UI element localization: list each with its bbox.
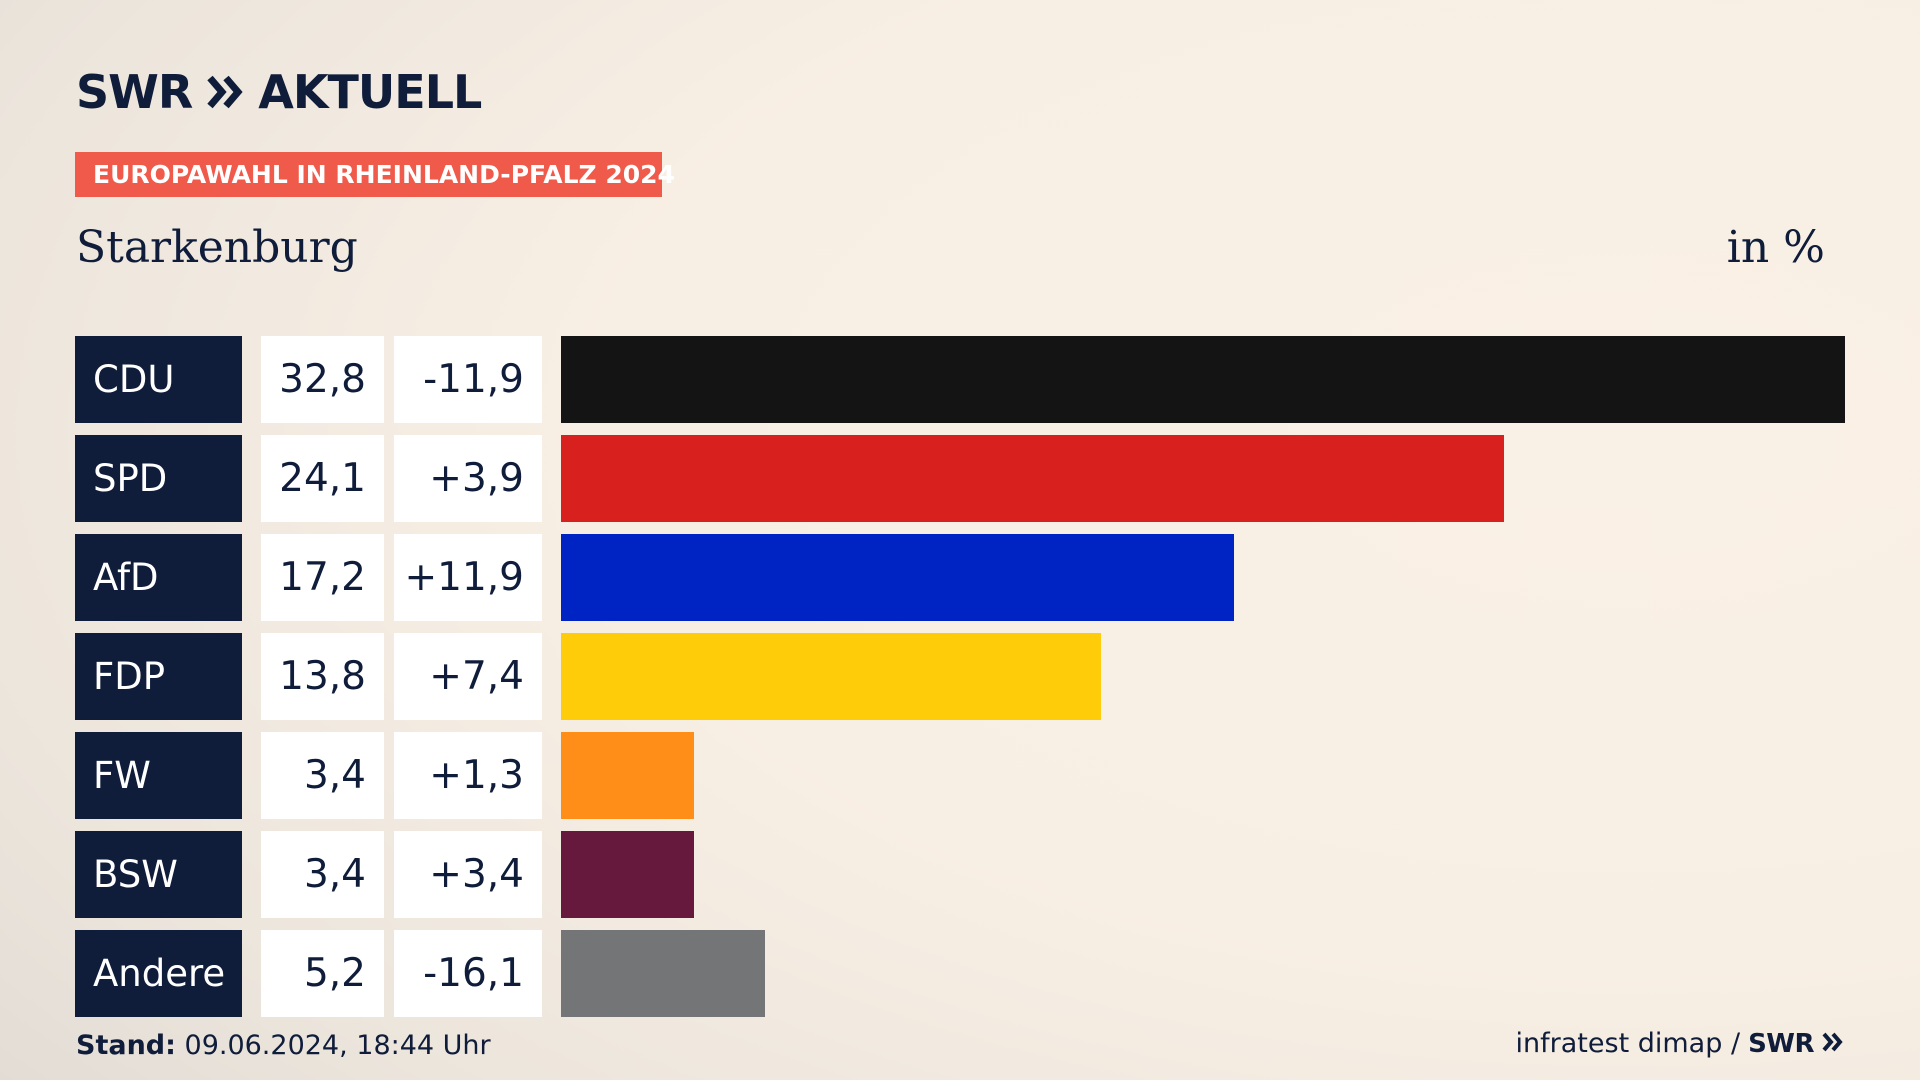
- region-title: Starkenburg: [76, 222, 358, 273]
- vote-share-value: 17,2: [261, 534, 384, 621]
- party-label: BSW: [75, 831, 242, 918]
- vote-change-value: +7,4: [394, 633, 542, 720]
- unit-label: in %: [1726, 222, 1825, 273]
- result-bar: [561, 534, 1234, 621]
- double-chevron-icon: [206, 74, 244, 110]
- stand-label: Stand:: [76, 1030, 176, 1061]
- vote-change-value: +1,3: [394, 732, 542, 819]
- vote-share-value: 5,2: [261, 930, 384, 1017]
- result-bar: [561, 633, 1101, 720]
- vote-change-value: +11,9: [394, 534, 542, 621]
- vote-share-value: 13,8: [261, 633, 384, 720]
- double-chevron-small-icon: [1822, 1028, 1844, 1059]
- party-label: FDP: [75, 633, 242, 720]
- party-label: CDU: [75, 336, 242, 423]
- result-bar: [561, 336, 1845, 423]
- vote-share-value: 24,1: [261, 435, 384, 522]
- result-bar: [561, 435, 1504, 522]
- vote-change-value: -11,9: [394, 336, 542, 423]
- party-label: SPD: [75, 435, 242, 522]
- vote-share-value: 3,4: [261, 831, 384, 918]
- party-label: Andere: [75, 930, 242, 1017]
- party-label: FW: [75, 732, 242, 819]
- result-bar: [561, 930, 765, 1017]
- vote-change-value: +3,4: [394, 831, 542, 918]
- logo-title: AKTUELL: [258, 65, 482, 119]
- timestamp: Stand: 09.06.2024, 18:44 Uhr: [76, 1030, 491, 1061]
- source-credit: infratest dimap / SWR: [1516, 1028, 1844, 1059]
- vote-change-value: -16,1: [394, 930, 542, 1017]
- logo-brand: SWR: [76, 65, 193, 119]
- election-banner: EUROPAWAHL IN RHEINLAND-PFALZ 2024: [75, 152, 675, 197]
- result-bar: [561, 732, 694, 819]
- vote-change-value: +3,9: [394, 435, 542, 522]
- swr-aktuell-logo: SWR AKTUELL: [76, 65, 482, 119]
- party-label: AfD: [75, 534, 242, 621]
- result-bar: [561, 831, 694, 918]
- vote-share-value: 32,8: [261, 336, 384, 423]
- vote-share-value: 3,4: [261, 732, 384, 819]
- source-text: infratest dimap /: [1515, 1028, 1741, 1059]
- stand-value: 09.06.2024, 18:44 Uhr: [184, 1030, 491, 1061]
- source-brand: SWR: [1748, 1028, 1814, 1059]
